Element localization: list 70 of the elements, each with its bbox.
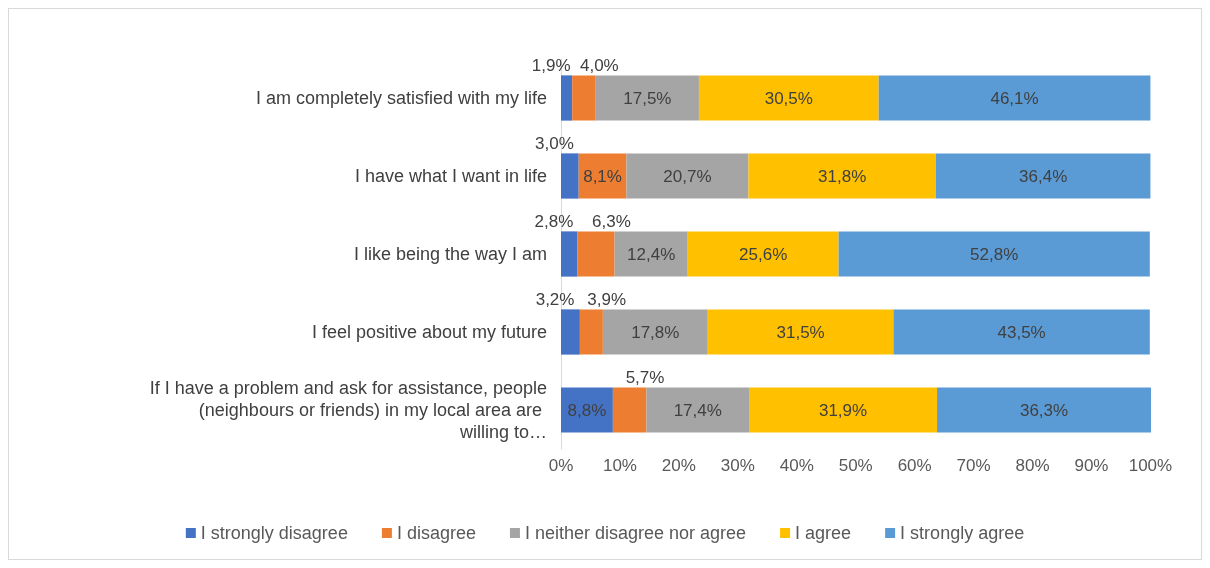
bar [935, 153, 1151, 199]
data-label: 46,1% [990, 88, 1039, 108]
legend-label: I strongly disagree [200, 523, 348, 543]
y-tick-label: I am completely satisfied with my life [255, 88, 547, 108]
data-label: 3,2% [535, 290, 575, 310]
y-tick-label: If I have a problem and ask for assistance, people (neighbours or friends) in my local area are willing to… [149, 378, 547, 442]
data-label: 20,7% [663, 166, 712, 186]
data-label: 31,8% [818, 166, 867, 186]
data-label: 43,5% [997, 322, 1046, 342]
bar [838, 231, 1150, 277]
bar [561, 231, 578, 277]
x-tick-label: 10% [602, 456, 637, 475]
bar [878, 75, 1151, 121]
data-label: 25,6% [739, 244, 788, 264]
data-label: 36,4% [1019, 166, 1068, 186]
data-label: 3,9% [587, 290, 627, 310]
bar [626, 153, 749, 199]
bar [579, 309, 603, 355]
x-tick-label: 30% [720, 456, 755, 475]
data-label: 1,9% [531, 56, 571, 76]
y-tick-label: I have what I want in life [354, 166, 547, 186]
data-label: 6,3% [592, 212, 631, 232]
x-tick-label: 100% [1128, 456, 1173, 475]
bar [614, 231, 688, 277]
data-label: 3,0% [535, 134, 574, 154]
bar [687, 231, 839, 277]
bar [749, 387, 938, 433]
data-label: 2,8% [534, 212, 574, 232]
x-tick-label: 80% [1015, 456, 1050, 475]
bar [595, 75, 699, 121]
x-tick-label: 0% [548, 456, 574, 475]
data-label: 30,5% [764, 88, 813, 108]
data-label: 36,3% [1019, 400, 1069, 420]
bar [937, 387, 1151, 433]
bar [561, 309, 580, 355]
bar [698, 75, 879, 121]
bar [646, 387, 750, 433]
bar [612, 387, 647, 433]
bar [561, 387, 613, 433]
data-label: 4,0% [579, 56, 619, 76]
data-label: 31,5% [776, 322, 825, 342]
x-tick-label: 40% [779, 456, 814, 475]
bar [707, 309, 894, 355]
legend-label: I agree [795, 523, 852, 543]
data-label: 12,4% [627, 244, 676, 264]
data-label: 31,9% [818, 400, 868, 420]
data-label: 17,8% [631, 322, 680, 342]
x-tick-label: 70% [956, 456, 991, 475]
x-tick-label: 20% [661, 456, 696, 475]
bar [893, 309, 1150, 355]
y-tick-label: I like being the way I am [353, 244, 547, 264]
legend-label: I disagree [396, 523, 476, 543]
x-tick-label: 50% [838, 456, 873, 475]
data-label: 17,4% [673, 400, 722, 420]
bar [561, 153, 579, 199]
bar [577, 231, 615, 277]
x-tick-label: 60% [897, 456, 932, 475]
bar [561, 75, 573, 121]
bar [572, 75, 596, 121]
bar [748, 153, 936, 199]
data-label: 52,8% [970, 244, 1019, 264]
x-tick-label: 90% [1074, 456, 1109, 475]
data-label: 8,8% [567, 400, 607, 420]
legend-label: I strongly agree [900, 523, 1025, 543]
y-tick-label: I feel positive about my future [311, 322, 547, 342]
legend-label: I neither disagree nor agree [524, 523, 747, 543]
data-label: 8,1% [583, 166, 622, 186]
data-label: 17,5% [623, 88, 672, 108]
bar [602, 309, 708, 355]
data-label: 5,7% [625, 368, 665, 388]
